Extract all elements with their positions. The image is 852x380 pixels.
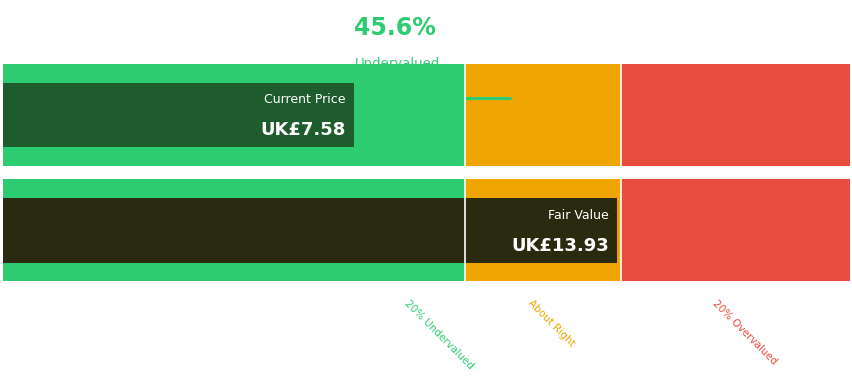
Text: Current Price: Current Price — [264, 93, 346, 106]
Text: Fair Value: Fair Value — [547, 209, 608, 222]
Bar — [464, 64, 621, 166]
Text: Undervalued: Undervalued — [354, 57, 440, 70]
Text: About Right: About Right — [526, 298, 576, 349]
Bar — [621, 64, 849, 166]
Bar — [3, 179, 464, 281]
Text: 20% Overvalued: 20% Overvalued — [710, 298, 778, 367]
Bar — [3, 82, 354, 147]
Bar — [621, 179, 849, 281]
Text: UK£7.58: UK£7.58 — [261, 121, 346, 139]
Text: 20% Undervalued: 20% Undervalued — [402, 298, 475, 371]
Text: UK£13.93: UK£13.93 — [510, 237, 608, 255]
Bar — [464, 179, 621, 281]
Text: 45.6%: 45.6% — [354, 16, 436, 40]
Bar — [3, 198, 617, 263]
Bar — [3, 64, 464, 166]
